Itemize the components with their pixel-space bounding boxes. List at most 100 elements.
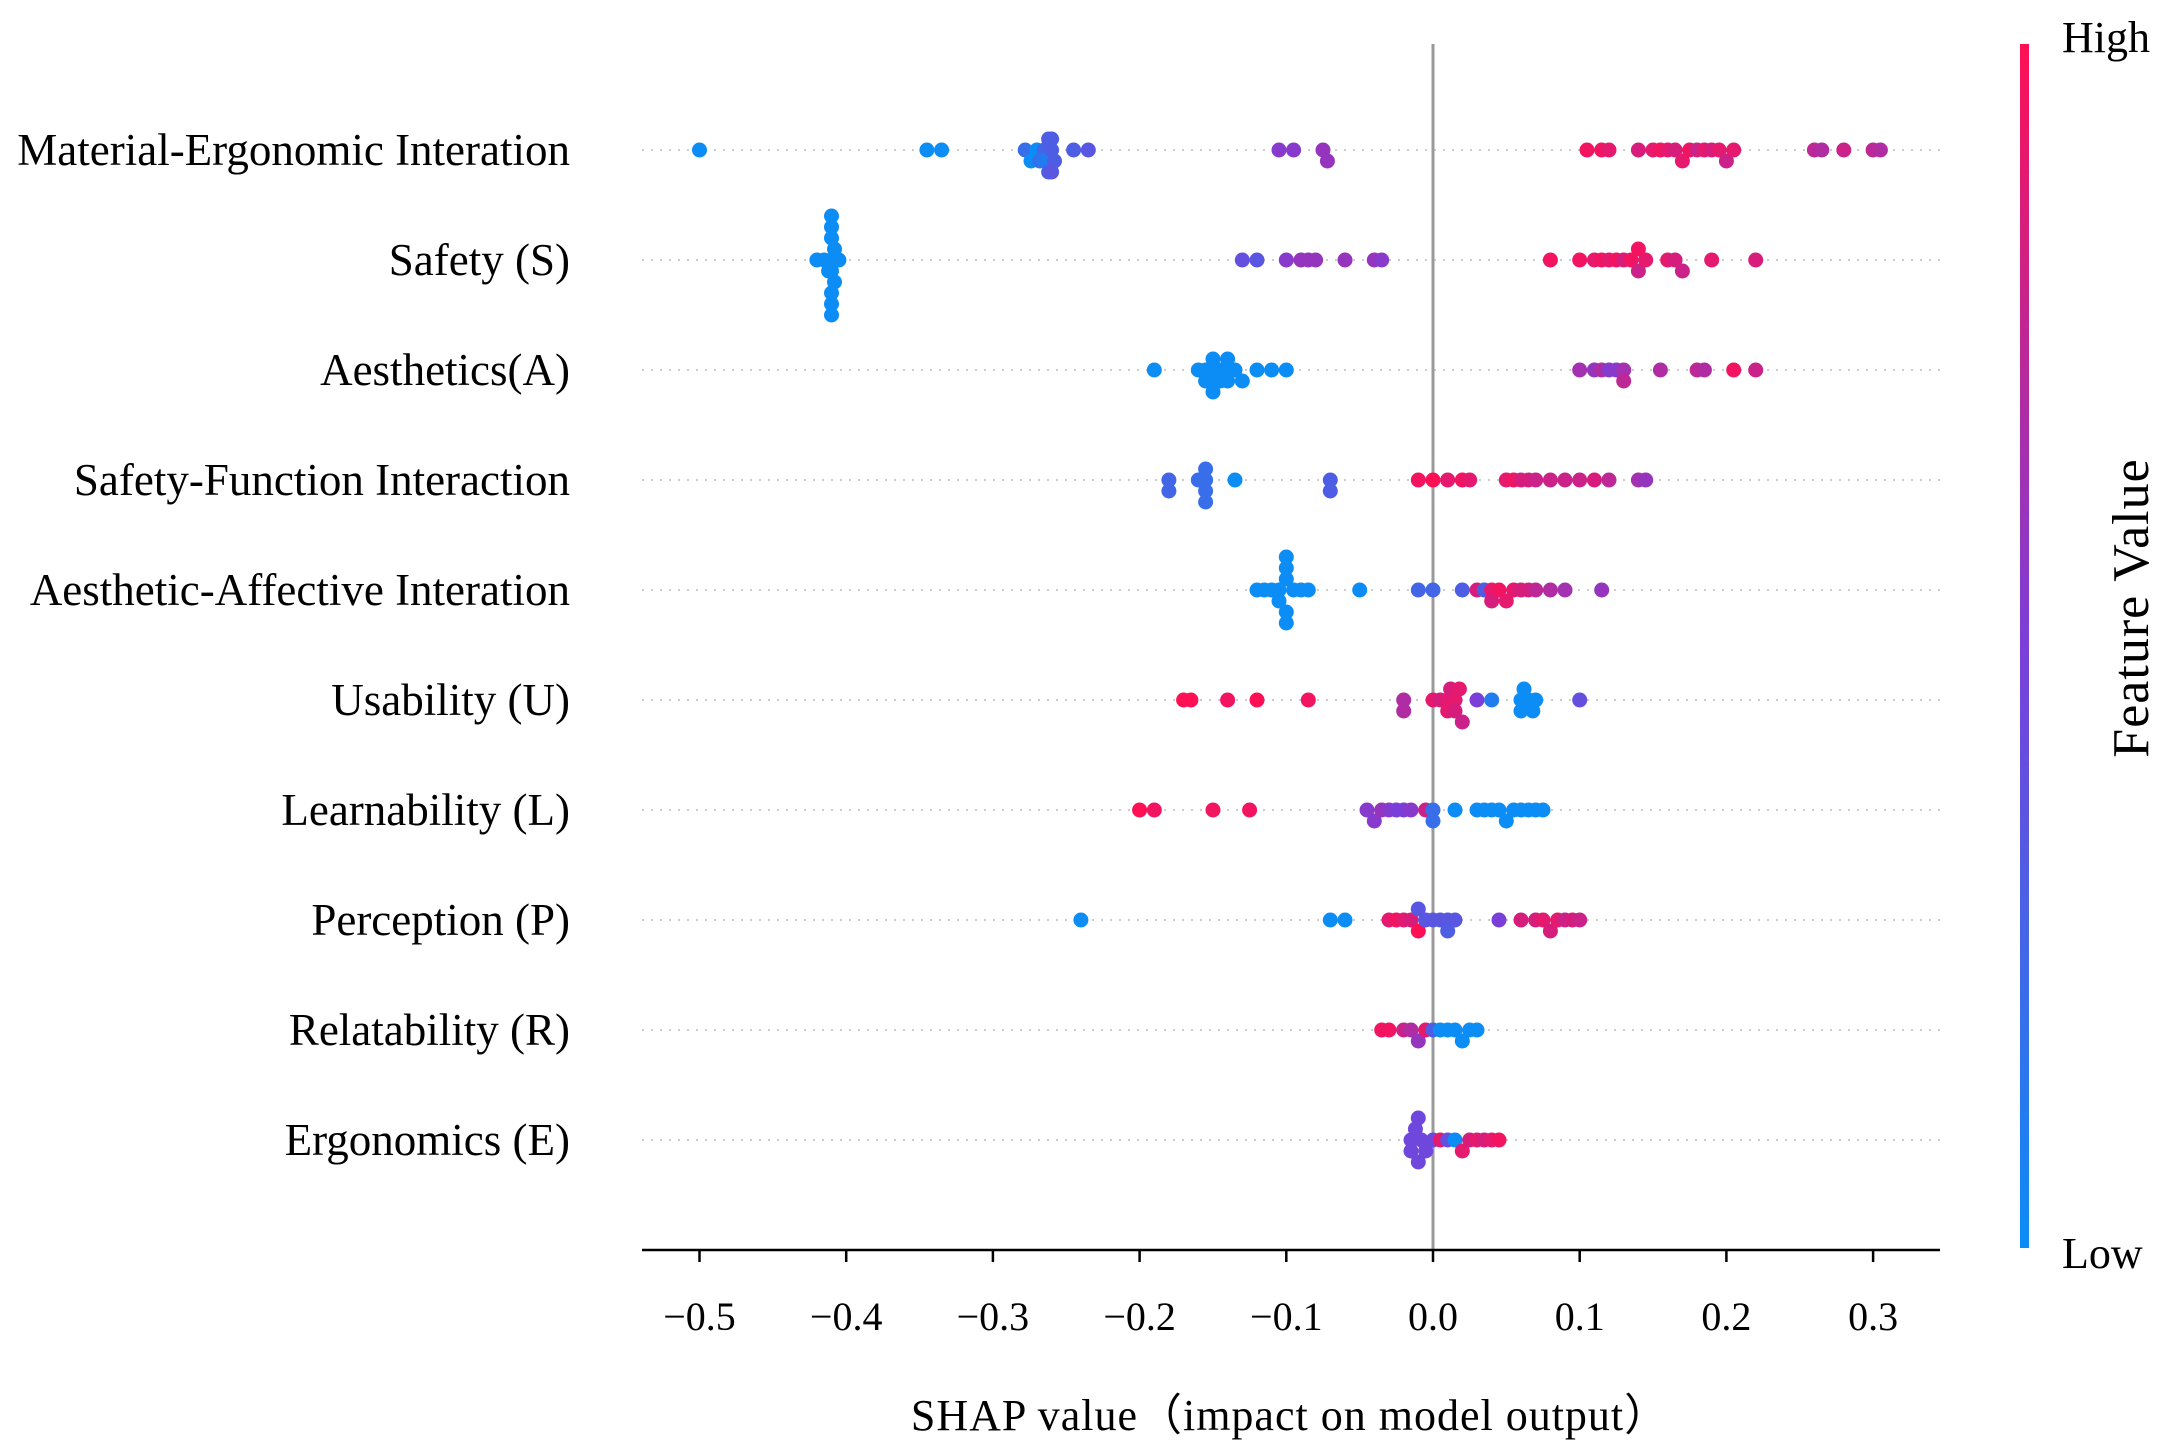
shap-point [1440,472,1456,488]
shap-point [1638,472,1654,488]
shap-point [1161,483,1177,499]
shap-point [1542,582,1558,598]
shap-point [1748,252,1764,268]
shap-point [1667,252,1683,268]
feature-label: Perception (P) [311,895,570,945]
x-tick-label: 0.2 [1701,1294,1751,1339]
shap-point [1462,472,1478,488]
shap-point [1183,692,1199,708]
x-tick-label: −0.4 [810,1294,883,1339]
shap-point [692,142,707,158]
shap-point [1146,802,1162,818]
shap-point [824,219,839,235]
shap-point [1616,373,1632,389]
x-tick-label: −0.1 [1250,1294,1323,1339]
shap-point [1594,582,1610,598]
shap-point [1748,362,1764,378]
shap-point [1227,362,1243,378]
shap-point [1674,263,1690,279]
shap-point [1447,703,1463,719]
shap-point [1271,582,1287,598]
feature-label: Usability (U) [331,675,570,725]
shap-point [1454,714,1470,730]
shap-point [1410,1154,1426,1170]
shap-point [824,296,839,312]
shap-point [1322,912,1338,928]
shap-point [1814,142,1830,158]
shap-point [1249,692,1265,708]
shap-point [1638,252,1654,268]
shap-point [1410,1033,1426,1049]
shap-point [1198,461,1214,477]
shap-point [1469,692,1485,708]
shap-point [1278,615,1294,631]
shap-point [1630,241,1646,257]
shap-point [1205,802,1221,818]
shap-point [1396,703,1412,719]
shap-point [1198,472,1214,488]
shap-point [1044,131,1060,147]
shap-point [1535,912,1551,928]
shap-point [1491,802,1507,818]
shap-point [1410,582,1426,598]
feature-label: Relatability (R) [289,1005,570,1055]
shap-point [1630,263,1646,279]
shap-point [1542,923,1558,939]
shap-point [1205,351,1221,367]
shap-point [919,142,935,158]
shap-point [1528,472,1544,488]
shap-point [1623,252,1639,268]
shap-point [1425,813,1441,829]
feature-label: Safety-Function Interaction [74,455,570,505]
shap-point [1410,901,1426,917]
shap-point [1278,252,1294,268]
shap-point [1278,571,1294,587]
shap-point [1484,692,1500,708]
shap-point [1498,593,1514,609]
shap-point [1491,582,1507,598]
feature-label: Safety (S) [389,235,570,285]
x-tick-label: −0.3 [957,1294,1030,1339]
shap-point [1836,142,1852,158]
shap-point [1425,802,1441,818]
shap-point [1300,582,1316,598]
feature-label: Material-Ergonomic Interation [17,125,570,175]
x-ticks: −0.5 −0.4 −0.3 −0.2 −0.1 0.0 0.1 0.2 0.3 [663,1250,1898,1339]
shap-point [1484,593,1500,609]
shap-point [1652,362,1668,378]
shap-point [1278,604,1294,620]
shap-point [1528,582,1544,598]
shap-point [1286,142,1302,158]
shap-point [1242,802,1258,818]
shap-point [1410,1110,1426,1126]
shap-point [1073,912,1089,928]
x-tick-label: −0.5 [663,1294,736,1339]
shap-point [1726,362,1742,378]
shap-point [1418,1143,1434,1159]
shap-point [1271,593,1287,609]
shap-point [1352,582,1368,598]
shap-point [1528,692,1544,708]
shap-point [1726,142,1742,158]
shap-point [831,252,847,268]
shap-point [1410,923,1426,939]
shap-point [1601,472,1617,488]
colorbar [2020,44,2029,1248]
shap-point [1220,351,1236,367]
shap-point [1374,252,1390,268]
shap-point [1704,252,1720,268]
colorbar-low-label: Low [2062,1229,2143,1278]
shap-point [1205,384,1221,400]
shap-point [1572,912,1588,928]
shap-point [1872,142,1888,158]
shap-point [1579,142,1595,158]
shap-point [1198,483,1214,499]
shap-point [824,285,839,301]
x-tick-label: 0.0 [1408,1294,1458,1339]
shap-point [1366,813,1382,829]
shap-point [1396,692,1412,708]
shap-point [1667,142,1683,158]
shap-point [1403,802,1419,818]
shap-point [1278,560,1294,576]
shap-point [1498,813,1514,829]
